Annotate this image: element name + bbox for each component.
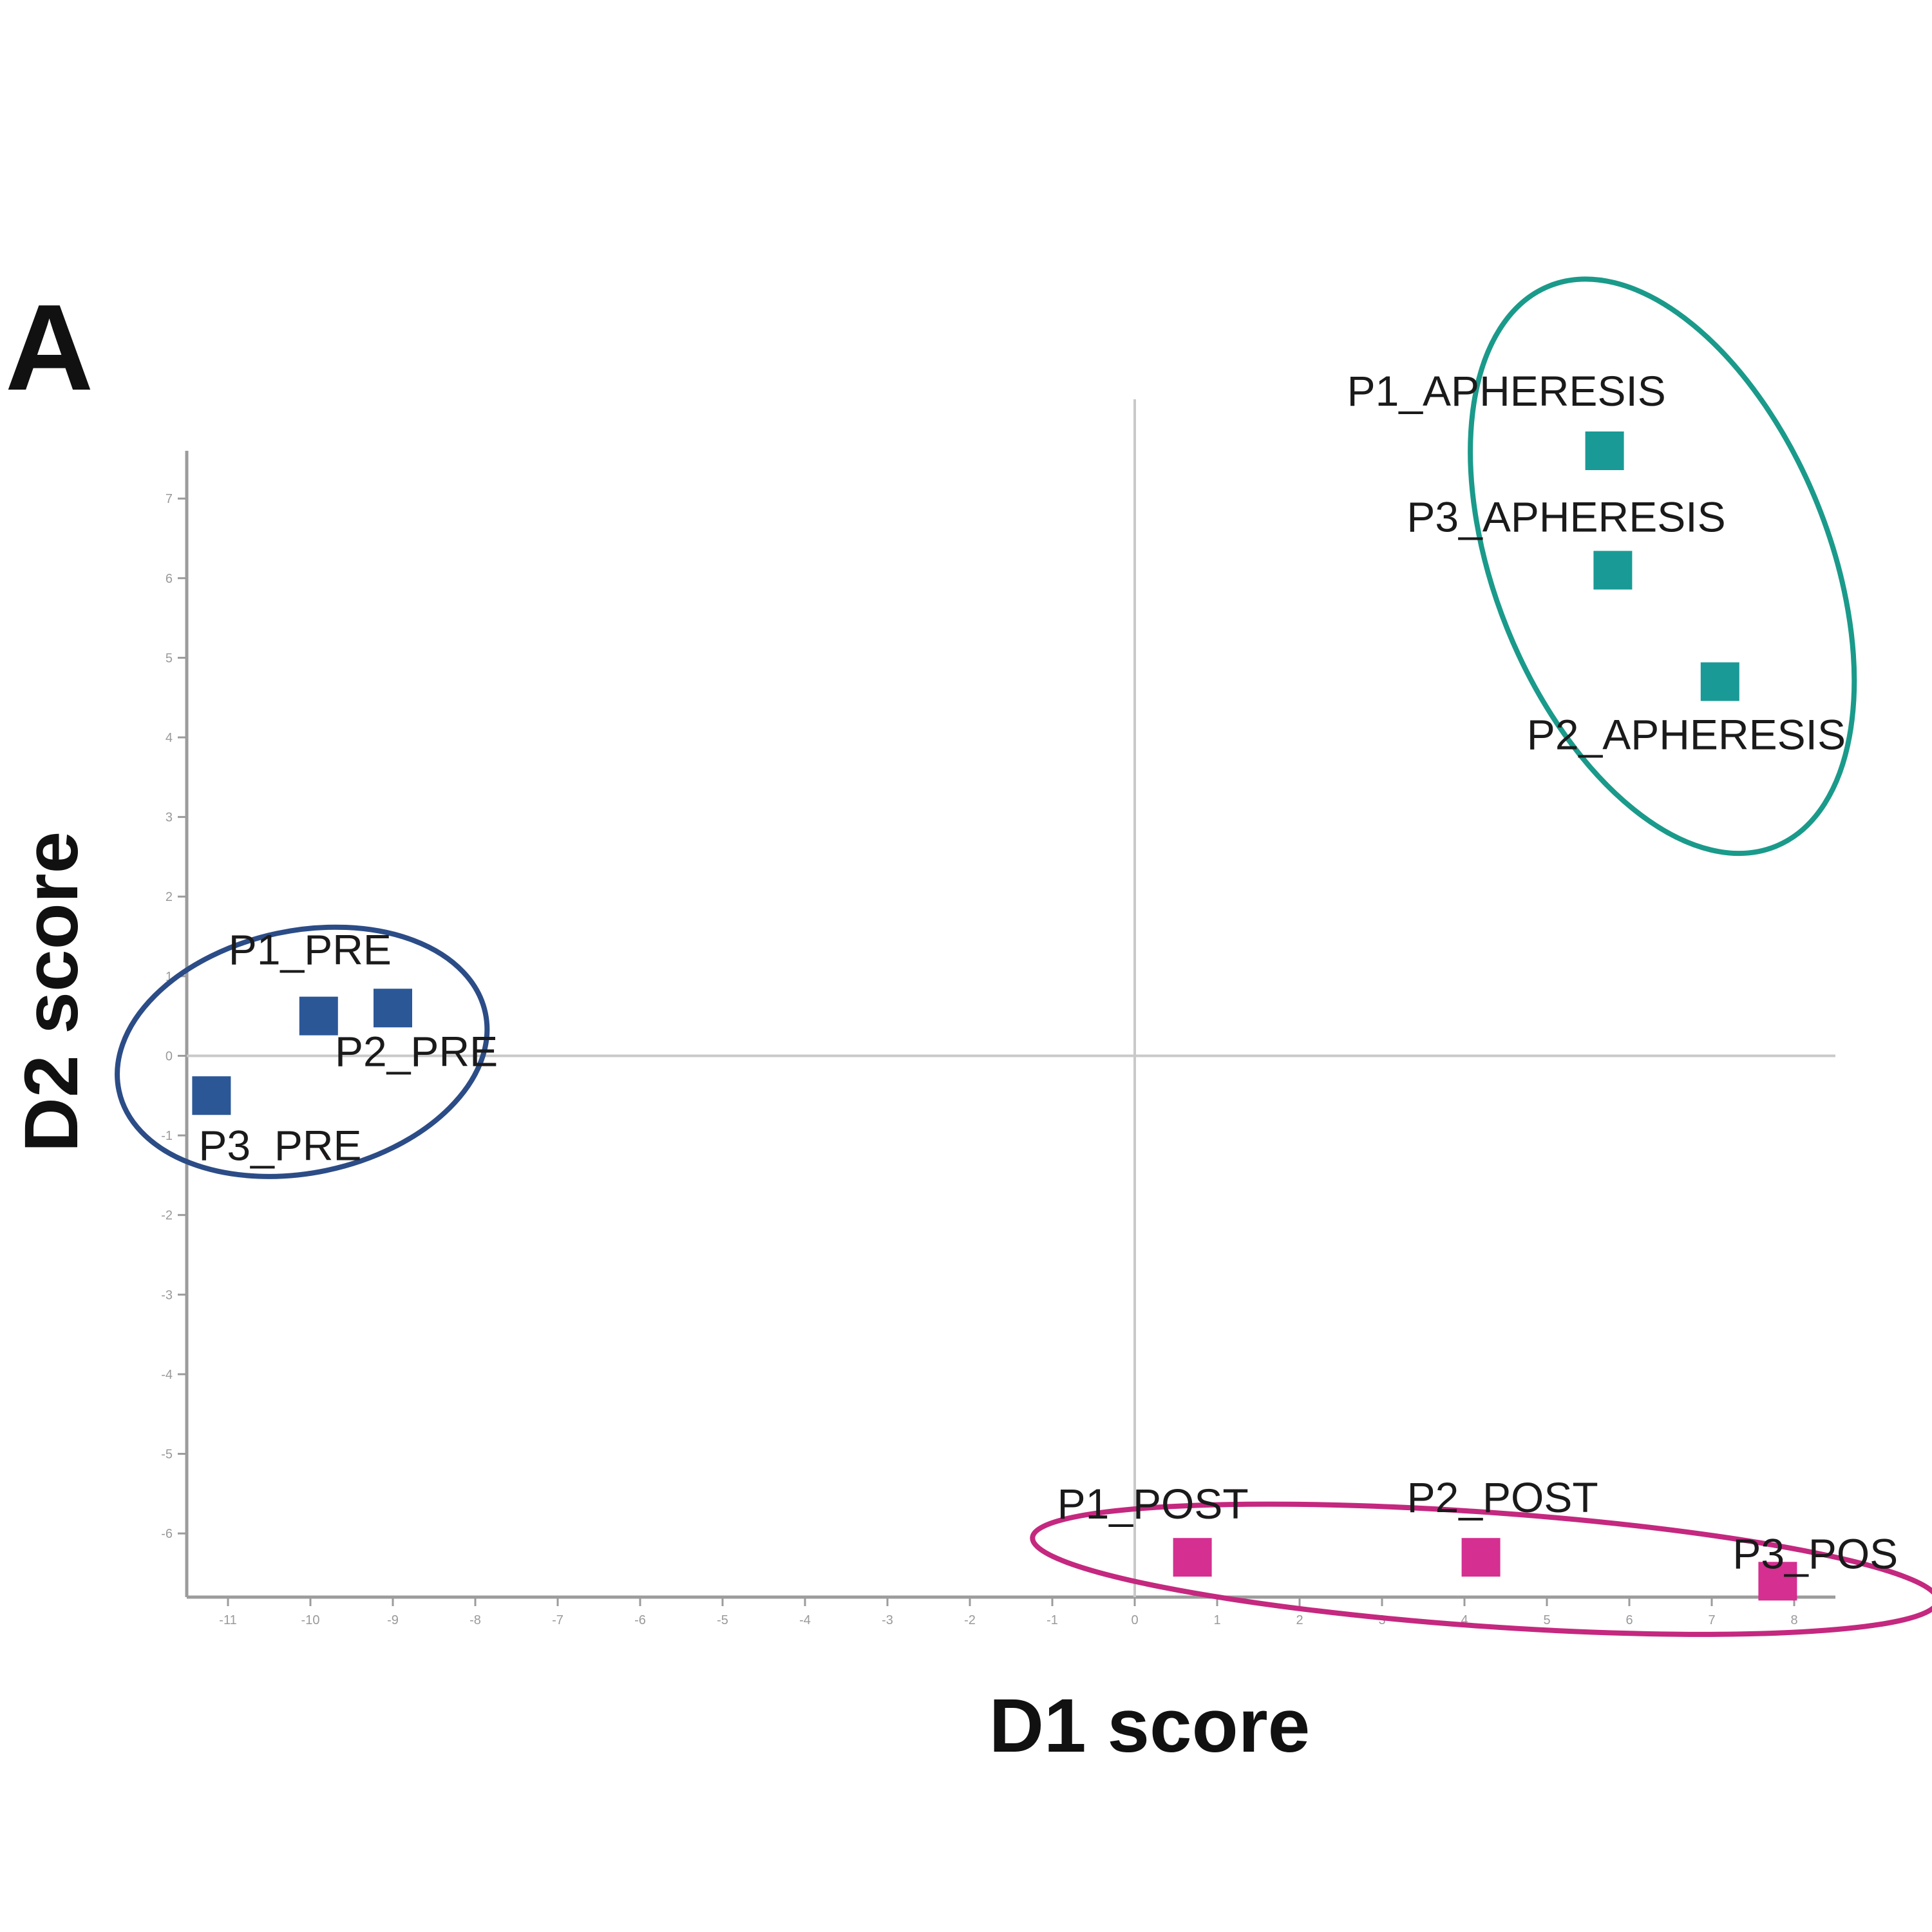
- point-label: P2_APHERESIS: [1527, 710, 1846, 758]
- x-tick-label: -3: [882, 1613, 893, 1627]
- x-tick-label: -5: [717, 1613, 728, 1627]
- x-tick-label: 4: [1461, 1613, 1468, 1627]
- zero-lines: [187, 399, 1835, 1597]
- point-label: P2_PRE: [335, 1027, 498, 1075]
- cluster-ellipse: [1468, 276, 1857, 857]
- y-tick-label: 3: [166, 811, 173, 825]
- data-point: [1461, 1538, 1501, 1577]
- data-point: [1585, 431, 1624, 470]
- y-tick-label: 2: [166, 890, 173, 904]
- x-tick-label: -9: [387, 1613, 399, 1627]
- x-tick-label: 8: [1790, 1613, 1797, 1627]
- y-tick-label: -3: [161, 1288, 173, 1302]
- point-label: P3_POS: [1732, 1530, 1898, 1577]
- data-point: [1700, 662, 1739, 701]
- x-tick-label: -2: [964, 1613, 976, 1627]
- x-tick-label: 0: [1131, 1613, 1138, 1627]
- data-point: [192, 1076, 231, 1115]
- panel-label: A: [5, 279, 93, 416]
- x-tick-label: -6: [634, 1613, 646, 1627]
- x-tick-label: -7: [552, 1613, 564, 1627]
- x-axis-ticks: -11 -10 -9 -8 -7 -6 -5 -4 -3 -2 -1 0 1 2 3 4 5 6 7 8: [219, 1597, 1798, 1627]
- x-tick-label: 6: [1625, 1613, 1633, 1627]
- point-label: P1_PRE: [229, 926, 392, 974]
- x-tick-label: 1: [1213, 1613, 1220, 1627]
- data-point: [299, 996, 338, 1036]
- x-tick-label: -10: [301, 1613, 320, 1627]
- point-label: P3_PRE: [198, 1121, 361, 1169]
- x-tick-label: -11: [219, 1613, 236, 1627]
- y-tick-label: 0: [166, 1049, 173, 1063]
- y-tick-label: -6: [161, 1527, 173, 1541]
- x-tick-label: 5: [1543, 1613, 1550, 1627]
- y-tick-label: 6: [166, 572, 173, 586]
- point-label: P1_APHERESIS: [1347, 367, 1666, 415]
- data-point: [1173, 1538, 1212, 1577]
- y-axis-ticks: -6 -5 -4 -3 -2 -1 0 1 2 3 4 5 6 7: [161, 492, 187, 1541]
- y-tick-label: -1: [161, 1129, 173, 1143]
- data-points: [192, 431, 1797, 1601]
- y-tick-label: 7: [166, 492, 173, 506]
- data-point: [1593, 551, 1633, 590]
- x-tick-label: 7: [1708, 1613, 1715, 1627]
- y-tick-label: -4: [161, 1368, 173, 1382]
- x-tick-label: -4: [799, 1613, 811, 1627]
- axes: [185, 451, 1835, 1599]
- x-tick-label: -8: [469, 1613, 481, 1627]
- point-label: P1_POST: [1057, 1480, 1249, 1528]
- cluster-ellipse: [1030, 1501, 1932, 1637]
- point-label: P3_APHERESIS: [1406, 493, 1725, 540]
- y-tick-label: -5: [161, 1448, 173, 1462]
- cluster-ellipse: [115, 924, 490, 1179]
- y-tick-label: -2: [161, 1209, 173, 1223]
- data-point: [1758, 1562, 1797, 1601]
- y-tick-label: 5: [166, 651, 173, 665]
- point-labels: P1_PRE P2_PRE P3_PRE P1_APHERESIS P3_APHERES…: [198, 367, 1898, 1577]
- x-tick-label: 2: [1296, 1613, 1303, 1627]
- x-tick-label: -1: [1046, 1613, 1058, 1627]
- data-point: [374, 989, 412, 1028]
- point-label: P2_POST: [1407, 1473, 1598, 1521]
- cluster-ellipses: [115, 276, 1932, 1637]
- x-axis-title: D1 score: [989, 1683, 1311, 1768]
- y-tick-label: 1: [166, 970, 173, 984]
- y-axis-title: D2 score: [9, 831, 94, 1153]
- y-tick-label: 4: [166, 731, 173, 745]
